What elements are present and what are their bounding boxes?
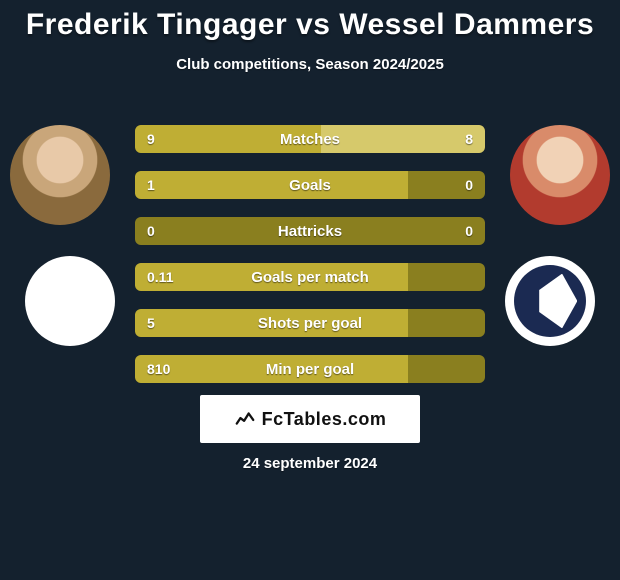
stat-metric-label: Min per goal: [195, 361, 425, 378]
stat-left-value: 1: [135, 177, 195, 193]
stat-left-value: 810: [135, 361, 195, 377]
stat-row-goals: 1Goals0: [135, 171, 485, 199]
stat-left-value: 5: [135, 315, 195, 331]
club-right-logo: [505, 256, 595, 346]
stat-row-goals-per-match: 0.11Goals per match: [135, 263, 485, 291]
stat-left-value: 0: [135, 223, 195, 239]
date-text: 24 september 2024: [0, 455, 620, 472]
stat-metric-label: Goals per match: [195, 269, 425, 286]
stat-right-value: 8: [425, 131, 485, 147]
page-title: Frederik Tingager vs Wessel Dammers: [0, 0, 620, 42]
subtitle: Club competitions, Season 2024/2025: [0, 56, 620, 73]
chart-icon: [234, 408, 256, 430]
player-right-avatar: [510, 125, 610, 225]
stat-row-hattricks: 0Hattricks0: [135, 217, 485, 245]
brand-text: FcTables.com: [262, 409, 387, 430]
stat-metric-label: Goals: [195, 177, 425, 194]
stat-right-value: 0: [425, 223, 485, 239]
club-left-logo: [25, 256, 115, 346]
stat-row-matches: 9Matches8: [135, 125, 485, 153]
stat-row-shots-per-goal: 5Shots per goal: [135, 309, 485, 337]
stat-left-value: 9: [135, 131, 195, 147]
brand-badge: FcTables.com: [200, 395, 420, 443]
stat-metric-label: Shots per goal: [195, 315, 425, 332]
stat-right-value: 0: [425, 177, 485, 193]
player-left-avatar: [10, 125, 110, 225]
stat-left-value: 0.11: [135, 269, 195, 285]
comparison-bars: 9Matches81Goals00Hattricks00.11Goals per…: [135, 125, 485, 401]
stat-row-min-per-goal: 810Min per goal: [135, 355, 485, 383]
stat-metric-label: Hattricks: [195, 223, 425, 240]
stat-metric-label: Matches: [195, 131, 425, 148]
